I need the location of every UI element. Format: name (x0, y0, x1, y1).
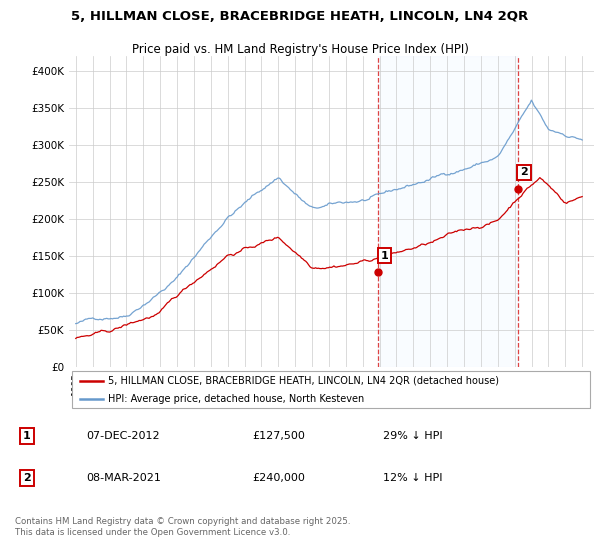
Text: 5, HILLMAN CLOSE, BRACEBRIDGE HEATH, LINCOLN, LN4 2QR: 5, HILLMAN CLOSE, BRACEBRIDGE HEATH, LIN… (71, 11, 529, 24)
Text: 12% ↓ HPI: 12% ↓ HPI (383, 473, 443, 483)
Text: 29% ↓ HPI: 29% ↓ HPI (383, 431, 443, 441)
Text: 2: 2 (23, 473, 31, 483)
Text: £127,500: £127,500 (253, 431, 305, 441)
FancyBboxPatch shape (71, 371, 590, 408)
Text: £240,000: £240,000 (253, 473, 305, 483)
Text: Contains HM Land Registry data © Crown copyright and database right 2025.
This d: Contains HM Land Registry data © Crown c… (15, 517, 350, 536)
Text: 1: 1 (381, 251, 389, 260)
Text: 07-DEC-2012: 07-DEC-2012 (86, 431, 160, 441)
Text: HPI: Average price, detached house, North Kesteven: HPI: Average price, detached house, Nort… (109, 394, 365, 404)
Text: 1: 1 (23, 431, 31, 441)
Text: 5, HILLMAN CLOSE, BRACEBRIDGE HEATH, LINCOLN, LN4 2QR (detached house): 5, HILLMAN CLOSE, BRACEBRIDGE HEATH, LIN… (109, 376, 499, 386)
Text: 08-MAR-2021: 08-MAR-2021 (86, 473, 161, 483)
Text: Price paid vs. HM Land Registry's House Price Index (HPI): Price paid vs. HM Land Registry's House … (131, 43, 469, 56)
Text: 2: 2 (520, 167, 528, 178)
Bar (378, 56, 518, 367)
